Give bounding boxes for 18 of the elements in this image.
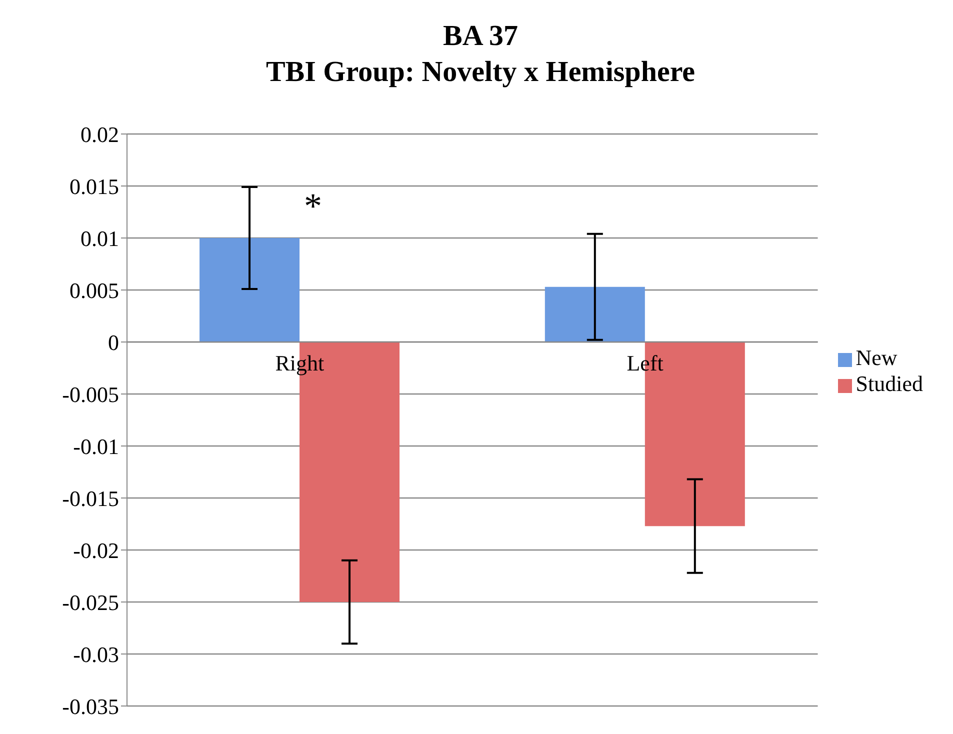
y-tick-label: 0.01 [80, 226, 119, 251]
y-tick-label: -0.01 [73, 434, 119, 459]
bar [544, 286, 645, 342]
y-tick-label: -0.005 [62, 382, 119, 407]
legend-label: New [856, 345, 898, 370]
legend-label: Studied [856, 371, 923, 396]
y-tick-label: -0.025 [62, 590, 119, 615]
y-tick-label: -0.015 [62, 486, 119, 511]
y-tick-label: 0.015 [70, 174, 119, 199]
y-tick-label: -0.035 [62, 694, 119, 719]
y-tick-label: 0.005 [70, 278, 119, 303]
bar [200, 238, 300, 342]
y-tick-label: 0.02 [80, 122, 119, 147]
annotation: * [304, 186, 322, 226]
y-tick-label: -0.02 [73, 538, 119, 563]
y-tick-label: -0.03 [73, 642, 119, 667]
y-tick-label: 0 [108, 330, 119, 355]
chart-title: BA 37 TBI Group: Novelty x Hemisphere [264, 19, 696, 90]
